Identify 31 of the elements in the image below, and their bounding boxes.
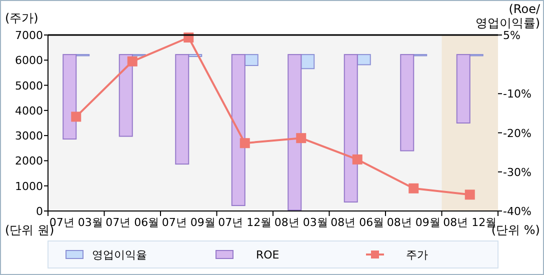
x-tick-label: 08년 09월 (386, 216, 440, 229)
y-tick-label: 3000 (15, 130, 43, 143)
y-tick-label: 6000 (15, 54, 43, 68)
point (408, 183, 419, 194)
point (71, 112, 82, 122)
y-tick-label: 7000 (15, 29, 43, 42)
y2-tick-label: -40% (503, 205, 532, 218)
y-tick-label: 5000 (15, 79, 43, 92)
y-axis-title: (주가) (5, 11, 38, 25)
legend-label: 영업이익율 (92, 248, 147, 262)
point (127, 56, 138, 66)
x-tick-label: 08년 03월 (274, 216, 328, 229)
x-tick-label: 08년 06월 (330, 216, 384, 229)
y-tick-label: 0 (36, 205, 43, 218)
legend-label: 주가 (406, 248, 428, 262)
point (296, 133, 306, 144)
x-tick-label: 07년 06월 (106, 216, 160, 229)
y-tick-label: 2000 (15, 154, 43, 168)
y2-tick-label: -20% (503, 126, 532, 140)
point (352, 154, 362, 164)
x-tick-label: 07년 09월 (162, 216, 216, 229)
point (464, 190, 475, 200)
x-tick-label: 07년 12월 (218, 216, 272, 229)
y2-tick-label: 5% (503, 29, 520, 42)
y-tick-label: 4000 (15, 104, 43, 118)
y2-axis-title: (Roe/ 영업이익률) (475, 2, 541, 30)
y2-tick-label: -10% (503, 88, 532, 101)
point (240, 138, 250, 148)
legend-label: ROE (256, 248, 280, 262)
y-tick-label: 1000 (15, 180, 43, 193)
y2-tick-label: -30% (503, 166, 532, 179)
